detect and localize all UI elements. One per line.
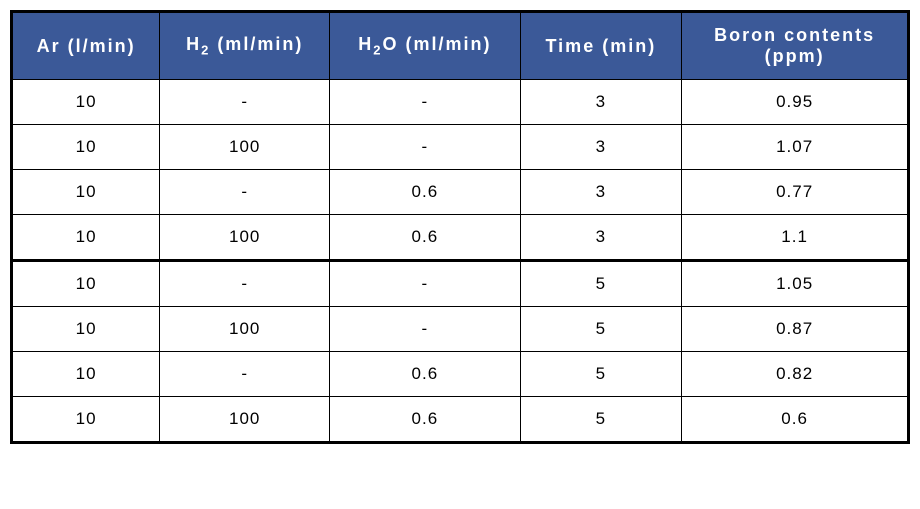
cell-h2o: 0.6 [330,215,520,261]
cell-boron: 0.87 [682,307,909,352]
table-body: 10 - - 3 0.95 10 100 - 3 1.07 10 - 0.6 3… [12,80,909,443]
cell-h2: - [160,261,330,307]
cell-h2: 100 [160,307,330,352]
col-header-boron: Boron contents (ppm) [682,12,909,80]
cell-h2: 100 [160,125,330,170]
cell-boron: 0.95 [682,80,909,125]
cell-time: 3 [520,170,682,215]
cell-ar: 10 [12,80,160,125]
cell-time: 5 [520,397,682,443]
cell-h2o: - [330,261,520,307]
table-row: 10 100 - 3 1.07 [12,125,909,170]
h2-sub: 2 [201,43,210,58]
cell-h2: 100 [160,397,330,443]
table-row: 10 - 0.6 5 0.82 [12,352,909,397]
cell-h2o: - [330,125,520,170]
header-row: Ar (l/min) H2 (ml/min) H2O (ml/min) Time… [12,12,909,80]
cell-h2o: 0.6 [330,170,520,215]
cell-time: 3 [520,80,682,125]
h2o-pre: H [358,34,373,54]
cell-h2: - [160,80,330,125]
cell-boron: 1.05 [682,261,909,307]
cell-time: 3 [520,125,682,170]
cell-h2: - [160,170,330,215]
cell-time: 5 [520,352,682,397]
data-table: Ar (l/min) H2 (ml/min) H2O (ml/min) Time… [10,10,910,444]
col-header-time: Time (min) [520,12,682,80]
table-row: 10 - - 5 1.05 [12,261,909,307]
col-header-h2: H2 (ml/min) [160,12,330,80]
cell-time: 5 [520,307,682,352]
cell-h2: 100 [160,215,330,261]
cell-h2o: 0.6 [330,397,520,443]
cell-boron: 0.6 [682,397,909,443]
h2-pre: H [186,34,201,54]
cell-time: 5 [520,261,682,307]
col-header-h2o: H2O (ml/min) [330,12,520,80]
cell-h2: - [160,352,330,397]
table-header: Ar (l/min) H2 (ml/min) H2O (ml/min) Time… [12,12,909,80]
table-row: 10 100 - 5 0.87 [12,307,909,352]
boron-line2: (ppm) [690,46,899,67]
cell-h2o: 0.6 [330,352,520,397]
cell-ar: 10 [12,261,160,307]
h2-post: (ml/min) [210,34,303,54]
table-row: 10 100 0.6 5 0.6 [12,397,909,443]
table-row: 10 100 0.6 3 1.1 [12,215,909,261]
table-row: 10 - - 3 0.95 [12,80,909,125]
cell-ar: 10 [12,307,160,352]
table-row: 10 - 0.6 3 0.77 [12,170,909,215]
cell-ar: 10 [12,170,160,215]
boron-line1: Boron contents [690,25,899,46]
cell-boron: 0.77 [682,170,909,215]
cell-time: 3 [520,215,682,261]
cell-boron: 0.82 [682,352,909,397]
cell-ar: 10 [12,125,160,170]
cell-boron: 1.07 [682,125,909,170]
cell-h2o: - [330,307,520,352]
cell-ar: 10 [12,215,160,261]
col-header-ar: Ar (l/min) [12,12,160,80]
cell-ar: 10 [12,352,160,397]
cell-h2o: - [330,80,520,125]
h2o-post: O (ml/min) [382,34,491,54]
cell-boron: 1.1 [682,215,909,261]
cell-ar: 10 [12,397,160,443]
